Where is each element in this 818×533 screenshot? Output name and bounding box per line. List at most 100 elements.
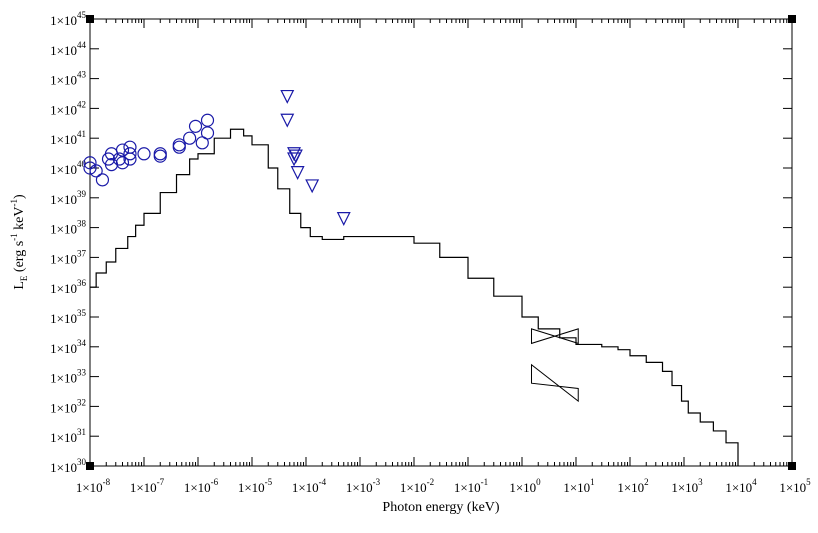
y-tick-label-exponent: 30: [77, 457, 87, 467]
y-axis-ticks: 1×10301×10311×10321×10331×10341×10351×10…: [50, 10, 792, 475]
x-tick-label: 1×10-1: [454, 477, 488, 495]
x-tick-label-exponent: 4: [752, 477, 757, 487]
y-tick-label: 1×1030: [50, 457, 86, 475]
x-tick-label-mantissa: 1×10: [238, 480, 265, 495]
detection-circle-point: [115, 143, 130, 157]
x-tick-label-exponent: -1: [481, 477, 489, 487]
x-tick-label-mantissa: 1×10: [346, 480, 373, 495]
y-tick-label: 1×1041: [50, 129, 86, 147]
y-tick-label: 1×1035: [50, 308, 86, 326]
x-tick-label-mantissa: 1×10: [454, 480, 481, 495]
y-tick-label-mantissa: 1×10: [50, 400, 77, 415]
detection-circle-point: [172, 140, 186, 154]
detection-circle-point: [95, 173, 110, 187]
y-tick-label: 1×1040: [50, 159, 86, 177]
detection-circle-point: [183, 131, 197, 145]
y-tick-label-mantissa: 1×10: [50, 311, 77, 326]
x-tick-label-mantissa: 1×10: [725, 480, 752, 495]
y-tick-label-exponent: 45: [77, 10, 87, 20]
x-tick-label-exponent: 3: [698, 477, 703, 487]
detection-circle-point: [200, 126, 215, 140]
x-tick-label-mantissa: 1×10: [184, 480, 211, 495]
y-tick-label: 1×1032: [50, 397, 86, 415]
y-tick-label: 1×1034: [50, 338, 86, 356]
frame-corner-markers: [86, 15, 796, 470]
x-tick-label-exponent: -7: [157, 477, 165, 487]
model-step-line: [90, 128, 739, 466]
corner-marker: [86, 15, 94, 23]
detection-circle-point: [112, 152, 126, 166]
corner-marker: [86, 462, 94, 470]
y-tick-label-exponent: 44: [77, 40, 87, 50]
detection-circle-point: [123, 140, 137, 154]
y-tick-label-exponent: 32: [77, 397, 86, 407]
detection-circle-point: [89, 164, 103, 178]
detection-circle-point: [137, 147, 151, 161]
y-tick-label-mantissa: 1×10: [50, 162, 77, 177]
y-tick-label-mantissa: 1×10: [50, 251, 77, 266]
plot-frame: [89, 18, 793, 467]
upper-limit-triangle-point: [290, 166, 305, 180]
x-tick-label: 1×102: [617, 477, 648, 495]
upper-limit-triangle-point: [280, 89, 295, 104]
y-tick-label-exponent: 38: [77, 219, 87, 229]
detection-circle-point: [188, 119, 203, 133]
x-tick-label-mantissa: 1×10: [617, 480, 644, 495]
y-tick-label-mantissa: 1×10: [50, 341, 77, 356]
y-tick-label-exponent: 31: [77, 427, 86, 437]
y-tick-label-mantissa: 1×10: [50, 43, 77, 58]
x-tick-label: 1×10-4: [292, 477, 327, 495]
y-tick-label-mantissa: 1×10: [50, 73, 77, 88]
y-axis-label-units-open: (erg s: [12, 241, 27, 276]
y-tick-label: 1×1038: [50, 219, 86, 237]
xray-bowtie: [531, 328, 579, 345]
x-tick-label-mantissa: 1×10: [130, 480, 157, 495]
y-tick-label: 1×1033: [50, 368, 86, 386]
y-axis-label-main: L: [12, 281, 27, 290]
y-tick-label-mantissa: 1×10: [50, 13, 77, 28]
x-tick-label: 1×104: [725, 477, 757, 495]
y-tick-label-mantissa: 1×10: [50, 132, 77, 147]
y-tick-label: 1×1039: [50, 189, 86, 207]
y-tick-label-exponent: 43: [77, 70, 87, 80]
x-tick-label-mantissa: 1×10: [76, 480, 103, 495]
xray-bowtie: [531, 363, 579, 403]
x-tick-label-mantissa: 1×10: [509, 480, 536, 495]
upper-limit-triangle-point: [280, 113, 295, 128]
x-tick-label-exponent: 2: [644, 477, 649, 487]
x-tick-label: 1×10-3: [346, 477, 381, 495]
y-tick-label: 1×1037: [50, 248, 86, 266]
chart-marks: [83, 89, 739, 466]
y-tick-label-exponent: 34: [77, 338, 87, 348]
x-tick-label-exponent: 0: [536, 477, 541, 487]
x-tick-label-mantissa: 1×10: [400, 480, 427, 495]
x-axis-ticks: 1×10-8 1×10-7 1×10-6 1×10-5 1×10-4 1×10-3 1×10…: [76, 19, 811, 495]
corner-marker: [788, 462, 796, 470]
y-tick-label-mantissa: 1×10: [50, 222, 77, 237]
x-tick-label-exponent: -6: [211, 477, 219, 487]
x-axis-label: Photon energy (keV): [382, 500, 499, 515]
detection-circle-point: [83, 161, 97, 175]
y-tick-label-mantissa: 1×10: [50, 460, 77, 475]
x-tick-label-exponent: -4: [319, 477, 327, 487]
y-axis-label: LE (erg s-1 keV-1): [9, 194, 29, 290]
y-axis-label-units-mid: keV: [12, 207, 27, 234]
x-tick-label: 1×10-8: [76, 477, 111, 495]
detection-circle-point: [115, 156, 130, 170]
x-tick-label-mantissa: 1×10: [779, 480, 806, 495]
y-tick-label-exponent: 41: [77, 129, 86, 139]
y-tick-label-exponent: 42: [77, 99, 86, 109]
y-tick-label: 1×1031: [50, 427, 86, 445]
x-tick-label-exponent: -2: [427, 477, 435, 487]
y-tick-label-mantissa: 1×10: [50, 192, 77, 207]
y-tick-label: 1×1036: [50, 278, 86, 296]
y-axis-label-exp1: -1: [9, 233, 19, 241]
x-tick-label-exponent: -8: [103, 477, 111, 487]
detection-circle-point: [153, 149, 167, 163]
x-tick-label: 1×101: [563, 477, 594, 495]
y-tick-label-exponent: 35: [77, 308, 87, 318]
y-axis-label-sub: E: [19, 275, 29, 281]
x-tick-label-exponent: -5: [265, 477, 273, 487]
x-tick-label: 1×10-5: [238, 477, 273, 495]
